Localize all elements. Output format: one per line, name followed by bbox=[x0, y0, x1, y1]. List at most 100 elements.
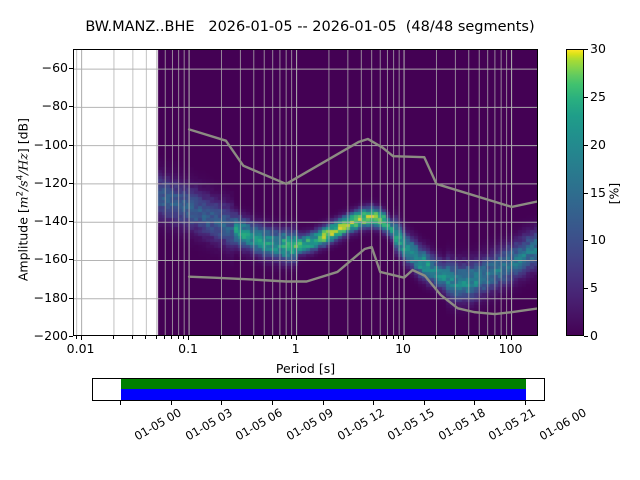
x-tick-mark bbox=[467, 336, 469, 339]
timeline-date-label: 01-05 06 bbox=[233, 405, 285, 444]
timeline-tick-mark bbox=[120, 401, 121, 405]
timeline-date-label: 01-05 09 bbox=[283, 405, 336, 444]
x-tick-mark bbox=[379, 336, 381, 339]
peterson-noise-model-lines bbox=[187, 128, 537, 316]
timeline-date-label: 01-06 00 bbox=[536, 405, 589, 444]
colorbar bbox=[566, 49, 584, 336]
x-tick-label: 1 bbox=[291, 341, 300, 356]
timeline-date-label: 01-05 21 bbox=[486, 405, 539, 444]
colorbar-tick-label: 10 bbox=[590, 232, 606, 248]
x-tick-mark bbox=[171, 336, 173, 339]
timeline-tick-mark bbox=[221, 401, 223, 405]
x-tick-mark bbox=[220, 336, 222, 339]
timeline-date-label: 01-05 00 bbox=[131, 405, 184, 444]
timeline-date-label: 01-05 03 bbox=[182, 405, 235, 444]
timeline-date-label: 01-05 15 bbox=[385, 405, 437, 444]
timeline-tick-mark bbox=[271, 401, 273, 405]
timeline-date-label: 01-05 12 bbox=[334, 405, 387, 444]
x-tick-mark bbox=[145, 336, 147, 339]
y-tick-label: −100 bbox=[33, 136, 68, 152]
x-tick-mark bbox=[478, 336, 480, 339]
x-tick-mark bbox=[164, 336, 166, 339]
x-tick-mark bbox=[454, 336, 456, 339]
x-tick-mark bbox=[493, 336, 495, 339]
x-tick-mark bbox=[131, 336, 133, 339]
x-tick-mark bbox=[327, 336, 329, 339]
colorbar-tick-label: 25 bbox=[590, 88, 606, 104]
coverage-bar-green bbox=[121, 379, 526, 389]
colorbar-tick-label: 15 bbox=[590, 184, 606, 200]
x-tick-mark bbox=[112, 336, 114, 339]
y-tick-label: −160 bbox=[33, 251, 68, 267]
x-tick-mark bbox=[75, 336, 77, 339]
y-tick-label: −200 bbox=[33, 328, 68, 343]
y-tick-label: −80 bbox=[41, 98, 68, 114]
y-tick-mark bbox=[69, 144, 73, 146]
colorbar-tick-mark bbox=[584, 336, 588, 337]
x-tick-mark bbox=[177, 336, 179, 339]
x-tick-mark bbox=[252, 336, 254, 339]
page-title: BW.MANZ..BHE 2026-01-05 -- 2026-01-05 (4… bbox=[85, 19, 535, 35]
y-tick-mark bbox=[69, 221, 73, 223]
x-tick-mark bbox=[183, 336, 185, 339]
timeline-tick-mark bbox=[170, 401, 172, 405]
x-axis-label: Period [s] bbox=[275, 361, 336, 376]
x-tick-mark bbox=[370, 336, 372, 339]
timeline-date-label: 01-05 18 bbox=[435, 405, 488, 444]
timeline-tick-mark bbox=[373, 401, 375, 405]
data-coverage-timeline[interactable] bbox=[92, 378, 545, 401]
x-tick-mark bbox=[505, 336, 507, 339]
timeline-tick-mark bbox=[423, 401, 425, 405]
y-tick-mark bbox=[69, 68, 73, 70]
colorbar-tick-mark bbox=[584, 192, 588, 194]
x-tick-label: 0.01 bbox=[66, 341, 95, 356]
x-tick-mark bbox=[285, 336, 287, 339]
x-tick-mark bbox=[398, 336, 400, 339]
colorbar-tick-mark bbox=[584, 288, 588, 290]
y-tick-label: −60 bbox=[41, 60, 68, 76]
x-tick-mark bbox=[486, 336, 488, 339]
coverage-bar-blue bbox=[121, 389, 526, 400]
psd-probability-heatmap bbox=[74, 50, 537, 335]
x-tick-label: 100 bbox=[498, 341, 523, 356]
x-tick-mark bbox=[239, 336, 241, 339]
x-tick-mark bbox=[278, 336, 280, 339]
y-tick-mark bbox=[69, 336, 73, 337]
x-tick-mark bbox=[392, 336, 394, 339]
x-tick-mark bbox=[263, 336, 265, 339]
x-tick-label: 0.1 bbox=[178, 341, 199, 356]
y-axis-tick-labels: −60 −80 −100 −120 −140 −160 −180 −200 bbox=[0, 0, 68, 480]
timeline-tick-mark bbox=[525, 401, 526, 405]
x-tick-mark bbox=[360, 336, 362, 339]
colorbar-tick-mark bbox=[584, 49, 588, 50]
x-tick-mark bbox=[80, 336, 82, 340]
colorbar-tick-label: 30 bbox=[590, 41, 606, 56]
y-tick-mark bbox=[69, 259, 73, 261]
x-tick-mark bbox=[435, 336, 437, 339]
colorbar-tick-mark bbox=[584, 96, 588, 98]
x-tick-mark bbox=[155, 336, 157, 339]
y-tick-mark bbox=[69, 106, 73, 108]
colorbar-tick-label: 0 bbox=[590, 328, 598, 343]
timeline-tick-mark bbox=[322, 401, 324, 405]
ppsd-plot-area[interactable] bbox=[73, 49, 538, 336]
x-tick-mark bbox=[510, 336, 512, 340]
timeline-tick-mark bbox=[474, 401, 476, 405]
x-tick-mark bbox=[500, 336, 502, 339]
y-tick-mark bbox=[69, 182, 73, 184]
colorbar-tick-mark bbox=[584, 240, 588, 242]
colorbar-tick-mark bbox=[584, 144, 588, 146]
y-tick-label: −120 bbox=[33, 174, 68, 190]
colorbar-tick-label: 20 bbox=[590, 136, 606, 152]
x-tick-mark bbox=[295, 336, 297, 340]
x-tick-mark bbox=[290, 336, 292, 339]
x-tick-mark bbox=[403, 336, 405, 340]
y-tick-mark bbox=[69, 297, 73, 299]
colorbar-tick-label: 5 bbox=[590, 280, 598, 296]
x-tick-mark bbox=[188, 336, 190, 340]
x-tick-label: 10 bbox=[395, 341, 412, 356]
